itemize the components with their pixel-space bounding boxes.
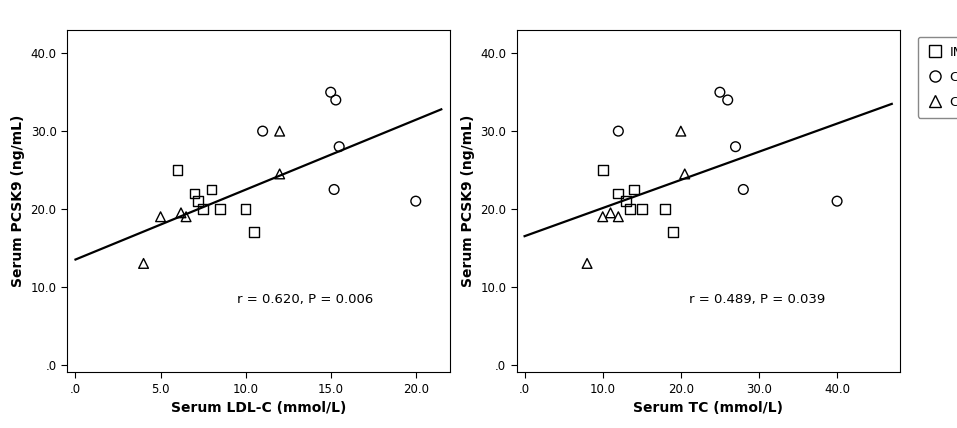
Point <box>622 205 637 212</box>
Point <box>187 190 202 197</box>
Point <box>323 89 339 95</box>
Point <box>170 166 186 173</box>
Point <box>255 128 270 134</box>
Point <box>634 205 650 212</box>
Point <box>736 186 751 193</box>
Point <box>611 128 626 134</box>
Point <box>720 97 735 104</box>
Point <box>618 198 634 205</box>
Point <box>603 209 618 216</box>
Point <box>190 198 206 205</box>
Point <box>595 166 611 173</box>
Point <box>326 186 342 193</box>
X-axis label: Serum LDL-C (mmol/L): Serum LDL-C (mmol/L) <box>170 401 346 415</box>
Legend: IM+HFC, CM+HFC, CM+HFC+T: IM+HFC, CM+HFC, CM+HFC+T <box>918 36 957 118</box>
Point <box>272 170 287 177</box>
Text: r = 0.489, P = 0.039: r = 0.489, P = 0.039 <box>689 293 825 306</box>
Point <box>579 260 594 267</box>
Point <box>408 198 423 205</box>
Point <box>153 213 168 220</box>
Point <box>830 198 845 205</box>
Y-axis label: Serum PCSK9 (ng/mL): Serum PCSK9 (ng/mL) <box>461 115 475 287</box>
Point <box>272 128 287 134</box>
Point <box>657 205 673 212</box>
Point <box>247 229 262 236</box>
Point <box>204 186 219 193</box>
Point <box>673 128 688 134</box>
Y-axis label: Serum PCSK9 (ng/mL): Serum PCSK9 (ng/mL) <box>11 115 25 287</box>
Text: r = 0.620, P = 0.006: r = 0.620, P = 0.006 <box>237 293 373 306</box>
Point <box>678 170 693 177</box>
Point <box>665 229 680 236</box>
Point <box>178 213 193 220</box>
Point <box>136 260 151 267</box>
Point <box>238 205 254 212</box>
Point <box>712 89 727 95</box>
Point <box>728 143 744 150</box>
Point <box>611 213 626 220</box>
Point <box>595 213 611 220</box>
Point <box>212 205 228 212</box>
Point <box>611 190 626 197</box>
Point <box>173 209 189 216</box>
Point <box>195 205 211 212</box>
X-axis label: Serum TC (mmol/L): Serum TC (mmol/L) <box>634 401 783 415</box>
Point <box>626 186 641 193</box>
Point <box>328 97 344 104</box>
Point <box>331 143 346 150</box>
